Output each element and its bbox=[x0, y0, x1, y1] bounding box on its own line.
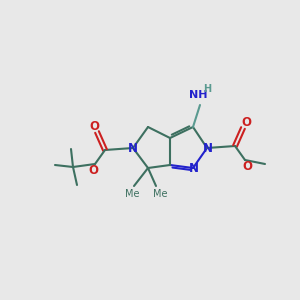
Text: O: O bbox=[89, 119, 99, 133]
Text: N: N bbox=[189, 161, 199, 175]
Text: O: O bbox=[88, 164, 98, 178]
Text: N: N bbox=[203, 142, 213, 154]
Text: N: N bbox=[128, 142, 138, 154]
Text: Me: Me bbox=[153, 189, 167, 199]
Text: NH: NH bbox=[189, 90, 207, 100]
Text: O: O bbox=[242, 160, 252, 173]
Text: O: O bbox=[241, 116, 251, 128]
Text: Me: Me bbox=[125, 189, 139, 199]
Text: H: H bbox=[203, 84, 211, 94]
